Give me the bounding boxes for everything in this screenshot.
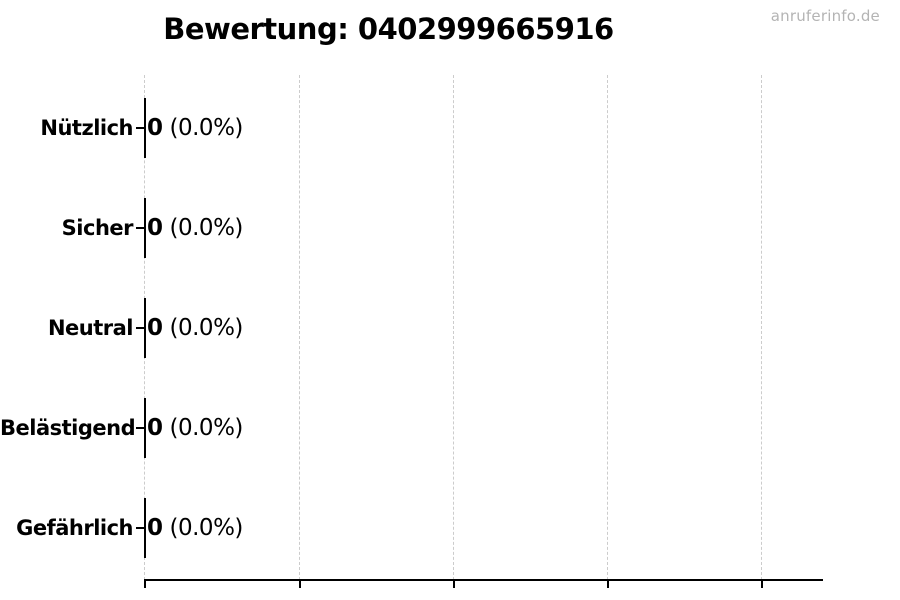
- y-axis-tick: [136, 327, 145, 329]
- percent-label: (0.0%): [169, 415, 244, 441]
- y-axis-tick: [136, 527, 145, 529]
- bar: [144, 98, 146, 158]
- x-axis-tick: [761, 581, 763, 588]
- category-label: Neutral: [47, 316, 134, 340]
- bar: [144, 498, 146, 558]
- bar-row: Neutral 0 (0.0%): [0, 298, 900, 358]
- value-label: 0 (0.0%): [147, 98, 243, 158]
- count-label: 0: [147, 515, 163, 541]
- bar-row: Belästigend 0 (0.0%): [0, 398, 900, 458]
- bar-row: Nützlich 0 (0.0%): [0, 98, 900, 158]
- count-label: 0: [147, 315, 163, 341]
- percent-label: (0.0%): [169, 215, 244, 241]
- bar: [144, 398, 146, 458]
- value-label: 0 (0.0%): [147, 298, 243, 358]
- count-label: 0: [147, 115, 163, 141]
- x-axis-tick: [144, 581, 146, 588]
- gridline: [607, 75, 608, 580]
- count-label: 0: [147, 215, 163, 241]
- value-label: 0 (0.0%): [147, 198, 243, 258]
- bar: [144, 198, 146, 258]
- bar-row: Gefährlich 0 (0.0%): [0, 498, 900, 558]
- value-label: 0 (0.0%): [147, 498, 243, 558]
- category-label: Sicher: [61, 216, 134, 240]
- x-axis-tick: [299, 581, 301, 588]
- category-label: Nützlich: [40, 116, 133, 140]
- category-label: Gefährlich: [16, 516, 133, 540]
- gridline: [453, 75, 454, 580]
- category-label: Belästigend: [0, 416, 136, 440]
- gridline: [761, 75, 762, 580]
- bar: [144, 298, 146, 358]
- y-axis-tick: [136, 427, 145, 429]
- percent-label: (0.0%): [169, 315, 244, 341]
- y-axis-tick: [136, 127, 145, 129]
- x-axis: [144, 579, 823, 581]
- percent-label: (0.0%): [169, 115, 244, 141]
- x-axis-tick: [453, 581, 455, 588]
- x-axis-tick: [607, 581, 609, 588]
- bar-row: Sicher 0 (0.0%): [0, 198, 900, 258]
- percent-label: (0.0%): [169, 515, 244, 541]
- y-axis-tick: [136, 227, 145, 229]
- chart-title: Bewertung: 0402999665916: [163, 12, 614, 46]
- value-label: 0 (0.0%): [147, 398, 243, 458]
- count-label: 0: [147, 415, 163, 441]
- watermark: anruferinfo.de: [770, 7, 880, 25]
- gridline: [299, 75, 300, 580]
